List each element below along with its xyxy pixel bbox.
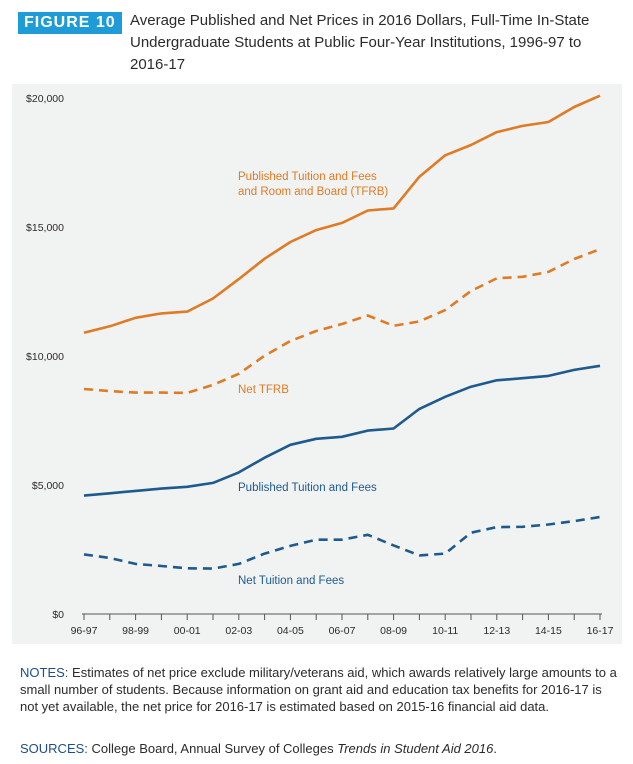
series-label-0: Published Tuition and Fees	[238, 171, 377, 183]
series-label-1: Net TFRB	[238, 384, 289, 396]
y-tick-label: $20,000	[26, 93, 64, 105]
y-tick-label: $0	[52, 609, 64, 621]
series-label-2: Published Tuition and Fees	[238, 482, 377, 494]
sources-text: College Board, Annual Survey of Colleges	[91, 741, 334, 756]
chart-panel: $0 $5,000 $10,000 $15,000 $20,000 96-97 98-99 0…	[12, 84, 622, 644]
x-tick-label: 02-03	[225, 625, 252, 637]
x-tick-label: 96-97	[71, 625, 98, 637]
y-tick-label: $15,000	[26, 222, 64, 234]
x-tick-label: 10-11	[432, 625, 458, 637]
notes: NOTES: Estimates of net price exclude mi…	[20, 664, 620, 715]
sources-italic: Trends in Student Aid 2016	[337, 741, 494, 756]
x-tick-label: 12-13	[483, 625, 510, 637]
series-label-0: and Room and Board (TFRB)	[238, 186, 388, 198]
figure-badge: FIGURE 10	[18, 12, 122, 34]
notes-label: NOTES:	[20, 665, 69, 680]
x-tick-label: 14-15	[535, 625, 562, 637]
series-line-0	[83, 94, 601, 335]
x-tick-label: 00-01	[174, 625, 201, 637]
sources-label: SOURCES:	[20, 741, 88, 756]
x-tick-label: 16-17	[587, 625, 614, 637]
x-tick-label: 04-05	[277, 625, 304, 637]
figure-title: Average Published and Net Prices in 2016…	[130, 12, 590, 73]
series-line-1	[83, 247, 601, 395]
series-line-3	[83, 515, 601, 570]
x-tick-label: 98-99	[122, 625, 149, 637]
y-tick-label: $5,000	[32, 480, 64, 492]
series-line-2	[83, 364, 601, 497]
x-tick-label: 06-07	[329, 625, 356, 637]
notes-text: Estimates of net price exclude military/…	[20, 665, 617, 714]
x-tick-label: 08-09	[380, 625, 407, 637]
sources-end: .	[493, 741, 497, 756]
y-tick-label: $10,000	[26, 351, 64, 363]
sources: SOURCES: College Board, Annual Survey of…	[20, 740, 620, 757]
line-chart: $0 $5,000 $10,000 $15,000 $20,000 96-97 98-99 0…	[26, 93, 614, 637]
series-label-3: Net Tuition and Fees	[238, 575, 344, 587]
